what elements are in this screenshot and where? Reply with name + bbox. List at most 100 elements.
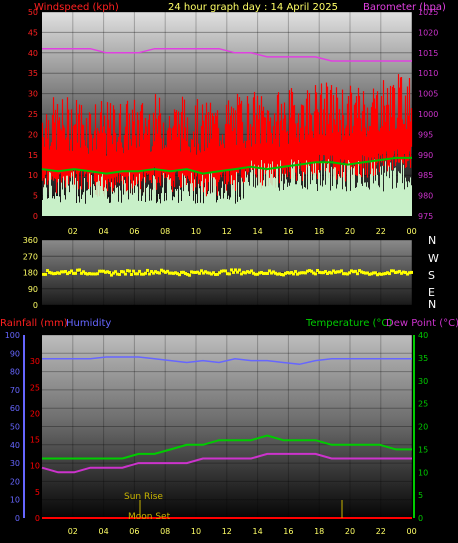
direction-point xyxy=(352,270,355,274)
x-axis-tick: 22 xyxy=(376,527,386,536)
compass-label: N xyxy=(428,298,436,311)
barometer-axis-tick: 1010 xyxy=(418,69,438,78)
direction-point xyxy=(212,271,215,275)
direction-point xyxy=(168,271,171,275)
direction-point xyxy=(128,269,131,273)
direction-point xyxy=(210,272,213,276)
rain-axis-tick: 10 xyxy=(30,462,40,471)
direction-point xyxy=(380,272,383,276)
direction-point xyxy=(362,271,365,275)
direction-point xyxy=(192,270,195,274)
direction-point xyxy=(142,272,145,276)
direction-point xyxy=(340,269,343,273)
direction-point xyxy=(138,269,141,273)
x-axis-tick: 08 xyxy=(160,527,170,536)
direction-point xyxy=(378,272,381,276)
direction-point xyxy=(278,272,281,276)
direction-point xyxy=(132,269,135,273)
direction-point xyxy=(258,271,261,275)
temperature-line xyxy=(42,434,412,460)
direction-point xyxy=(136,272,139,276)
direction-point xyxy=(230,268,233,272)
dewpoint-line xyxy=(41,452,412,474)
barometer-axis-tick: 980 xyxy=(418,192,433,201)
direction-point xyxy=(162,269,165,273)
x-axis-tick: 12 xyxy=(222,527,232,536)
direction-point xyxy=(122,270,125,274)
direction-point xyxy=(174,271,177,275)
x-axis-tick: 12 xyxy=(222,227,232,236)
direction-point xyxy=(58,271,61,275)
direction-point xyxy=(92,272,95,276)
direction-point xyxy=(96,272,99,276)
humidity-axis-tick: 90 xyxy=(10,349,20,358)
direction-point xyxy=(172,271,175,275)
direction-point xyxy=(406,272,409,276)
direction-point xyxy=(308,269,311,273)
barometer-axis-tick: 995 xyxy=(418,130,433,139)
x-axis-tick: 18 xyxy=(314,527,324,536)
barometer-axis-title: Barometer (hpa) xyxy=(363,2,446,13)
direction-point xyxy=(364,271,367,275)
direction-point xyxy=(140,272,143,276)
direction-point xyxy=(76,268,79,272)
direction-point xyxy=(184,272,187,276)
direction-point xyxy=(332,269,335,273)
direction-point xyxy=(312,271,315,275)
humidity-axis-tick: 0 xyxy=(15,514,20,523)
x-axis-tick: 02 xyxy=(68,227,78,236)
direction-point xyxy=(158,271,161,275)
direction-point xyxy=(334,270,337,274)
wind-axis-tick: 50 xyxy=(28,8,38,17)
direction-point xyxy=(394,271,397,275)
direction-point xyxy=(370,272,373,276)
direction-point xyxy=(290,271,293,275)
direction-point xyxy=(134,272,137,276)
direction-point xyxy=(194,270,197,274)
direction-point xyxy=(204,270,207,274)
rain-axis-tick: 25 xyxy=(30,383,40,392)
humidity-axis-tick: 70 xyxy=(10,386,20,395)
direction-point xyxy=(220,269,223,273)
direction-point xyxy=(234,268,237,272)
direction-point xyxy=(206,271,209,275)
direction-point xyxy=(408,271,411,275)
temperature-axis-tick: 40 xyxy=(418,331,428,340)
wind-axis-tick: 45 xyxy=(28,28,38,37)
humidity-axis-tick: 50 xyxy=(10,423,20,432)
direction-point xyxy=(42,272,45,276)
humidity-axis-tick: 40 xyxy=(10,441,20,450)
wind-axis-tick: 40 xyxy=(28,49,38,58)
direction-point xyxy=(216,272,219,276)
barometer-axis-tick: 975 xyxy=(418,212,433,221)
direction-point xyxy=(146,268,149,272)
direction-point xyxy=(102,269,105,273)
direction-point xyxy=(74,271,77,275)
direction-point xyxy=(88,272,91,276)
direction-point xyxy=(256,272,259,276)
direction-point xyxy=(400,271,403,275)
direction-point xyxy=(336,270,339,274)
direction-point xyxy=(298,271,301,275)
direction-point xyxy=(182,270,185,274)
direction-point xyxy=(330,271,333,275)
humidity-axis-tick: 10 xyxy=(10,496,20,505)
humidity-axis-title: Humidity xyxy=(66,318,111,329)
x-axis-tick: 18 xyxy=(314,227,324,236)
direction-point xyxy=(98,269,101,273)
direction-point xyxy=(112,271,115,275)
direction-point xyxy=(242,270,245,274)
x-axis-tick: 20 xyxy=(345,227,355,236)
direction-axis-tick: 180 xyxy=(23,269,38,278)
direction-point xyxy=(322,271,325,275)
humidity-axis-tick: 100 xyxy=(5,331,20,340)
direction-point xyxy=(150,270,153,274)
direction-point xyxy=(202,271,205,275)
direction-point xyxy=(326,272,329,276)
temperature-axis-tick: 30 xyxy=(418,377,428,386)
x-axis-tick: 08 xyxy=(160,227,170,236)
direction-point xyxy=(264,271,267,275)
direction-point xyxy=(396,270,399,274)
direction-point xyxy=(118,272,121,276)
direction-point xyxy=(404,271,407,275)
